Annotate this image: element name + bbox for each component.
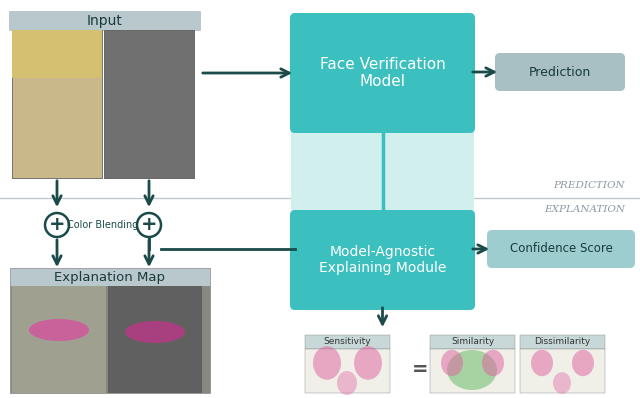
FancyBboxPatch shape: [430, 349, 515, 393]
FancyBboxPatch shape: [104, 30, 194, 178]
Text: +: +: [49, 215, 65, 234]
FancyBboxPatch shape: [290, 13, 475, 133]
Ellipse shape: [447, 350, 497, 390]
Text: Dissimilarity: Dissimilarity: [534, 338, 591, 347]
Ellipse shape: [29, 319, 89, 341]
Ellipse shape: [482, 350, 504, 376]
Ellipse shape: [441, 350, 463, 376]
FancyBboxPatch shape: [10, 268, 210, 286]
FancyBboxPatch shape: [9, 11, 201, 31]
Ellipse shape: [572, 350, 594, 376]
FancyBboxPatch shape: [104, 30, 194, 178]
Text: Sensitivity: Sensitivity: [324, 338, 371, 347]
FancyBboxPatch shape: [305, 349, 390, 393]
Text: Prediction: Prediction: [529, 66, 591, 78]
FancyBboxPatch shape: [291, 14, 474, 212]
FancyBboxPatch shape: [305, 335, 390, 349]
Ellipse shape: [531, 350, 553, 376]
FancyBboxPatch shape: [12, 30, 102, 178]
Text: Model-Agnostic
Explaining Module: Model-Agnostic Explaining Module: [319, 245, 446, 275]
Text: Face Verification
Model: Face Verification Model: [319, 57, 445, 89]
Text: Color Blending: Color Blending: [67, 220, 139, 230]
Ellipse shape: [337, 371, 357, 395]
Ellipse shape: [125, 321, 185, 343]
Circle shape: [137, 213, 161, 237]
Ellipse shape: [553, 372, 571, 394]
Text: Similarity: Similarity: [451, 338, 494, 347]
FancyBboxPatch shape: [10, 286, 210, 393]
FancyBboxPatch shape: [495, 53, 625, 91]
FancyBboxPatch shape: [12, 286, 106, 393]
Text: Confidence Score: Confidence Score: [509, 242, 612, 256]
Text: Explanation Map: Explanation Map: [54, 271, 166, 283]
Text: Input: Input: [87, 14, 123, 28]
Circle shape: [45, 213, 69, 237]
FancyBboxPatch shape: [520, 335, 605, 349]
Ellipse shape: [354, 346, 382, 380]
Text: +: +: [141, 215, 157, 234]
FancyBboxPatch shape: [520, 349, 605, 393]
FancyBboxPatch shape: [290, 210, 475, 310]
Text: =: =: [412, 361, 428, 380]
FancyBboxPatch shape: [487, 230, 635, 268]
Text: EXPLANATION: EXPLANATION: [544, 205, 625, 215]
FancyBboxPatch shape: [12, 30, 102, 78]
Text: PREDICTION: PREDICTION: [554, 181, 625, 189]
FancyBboxPatch shape: [12, 30, 102, 178]
FancyBboxPatch shape: [430, 335, 515, 349]
Ellipse shape: [313, 346, 341, 380]
FancyBboxPatch shape: [108, 286, 202, 393]
